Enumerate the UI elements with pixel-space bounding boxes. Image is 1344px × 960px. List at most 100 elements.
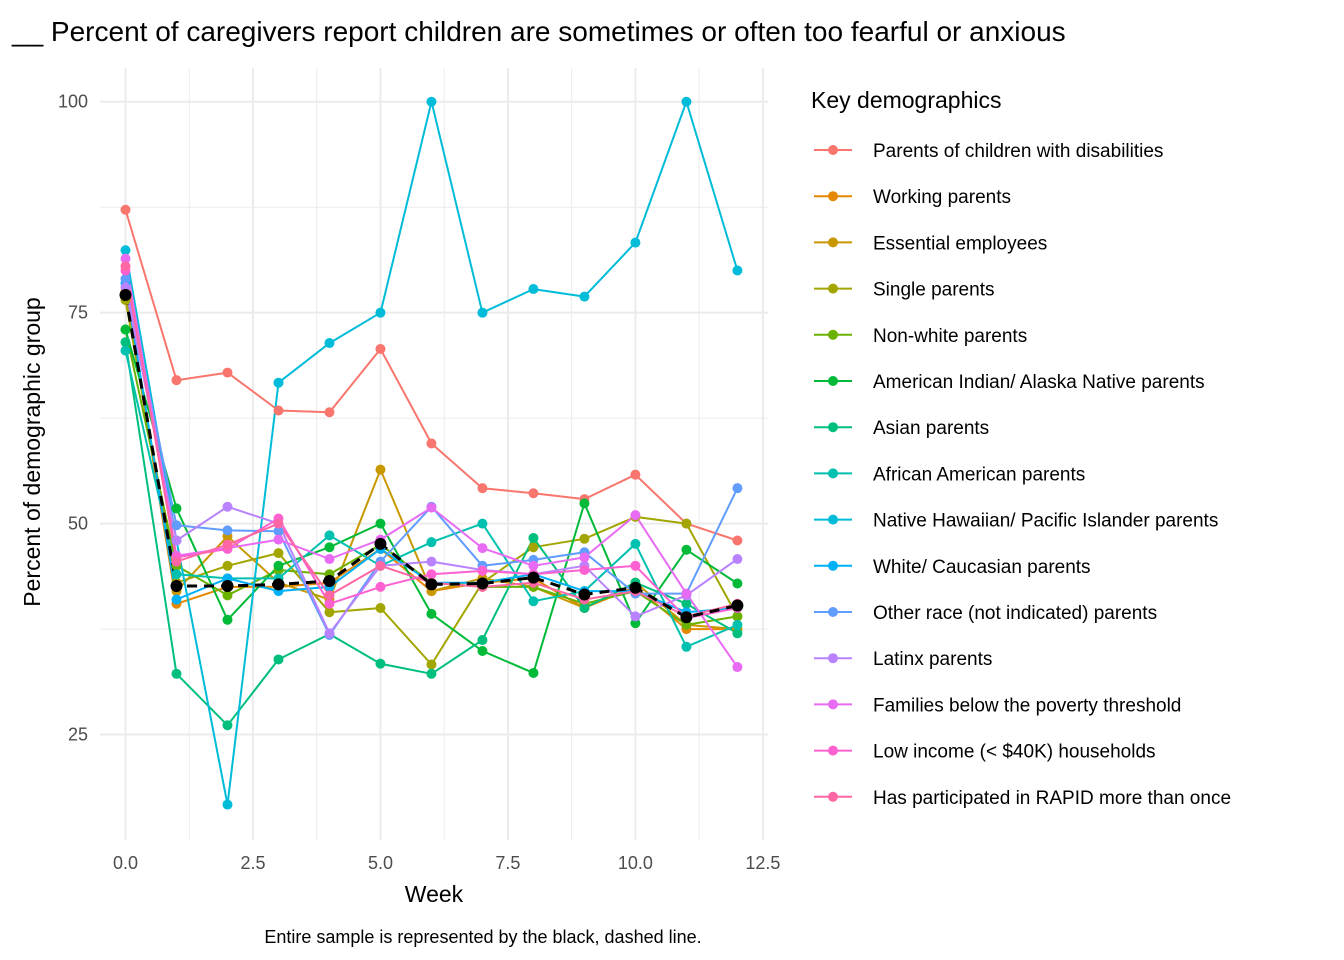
legend-key-point: [828, 653, 838, 664]
series-6-point: [681, 598, 692, 609]
series-12-point: [528, 560, 539, 571]
series-11-point: [426, 556, 437, 567]
series-13-point: [579, 565, 590, 576]
series-5-point: [681, 544, 692, 555]
series-5-point: [426, 608, 437, 619]
legend-key-point: [828, 237, 838, 248]
series-6-point: [375, 658, 386, 669]
y-tick-label: 50: [68, 514, 88, 534]
legend-label: Families below the poverty threshold: [873, 695, 1181, 716]
series-11-point: [222, 501, 233, 512]
series-8-point: [375, 307, 386, 318]
legend-key-point: [828, 745, 838, 756]
series-7-point: [732, 619, 743, 630]
series-8-point: [477, 307, 488, 318]
series-7-point: [528, 596, 539, 607]
series-3-point: [681, 518, 692, 529]
series-14-point: [171, 556, 182, 567]
series-14-point: [222, 539, 233, 550]
x-axis-ticks: 0.0 2.5 5.0 7.5 10.0 12.5: [113, 853, 780, 873]
series-3-point: [324, 607, 335, 618]
series-7-point: [171, 569, 182, 580]
series-0-point: [171, 375, 182, 386]
legend: Key demographics Parents of children wit…: [811, 87, 1231, 809]
legend-label: Other race (not indicated) parents: [873, 603, 1157, 624]
series-8-point: [579, 291, 590, 302]
legend-key-point: [828, 699, 838, 710]
series-5-point: [120, 324, 131, 335]
series-3-point: [375, 602, 386, 613]
series-12-point: [681, 588, 692, 599]
overall-point: [527, 571, 540, 584]
series-12-point: [273, 534, 284, 545]
series-6-point: [732, 628, 743, 639]
series-0-point: [375, 343, 386, 354]
series-0-point: [732, 535, 743, 546]
series-8-point: [324, 338, 335, 349]
series-8-point: [681, 96, 692, 107]
series-8-point: [426, 96, 437, 107]
series-0-point: [222, 367, 233, 378]
legend-key-point: [828, 329, 838, 340]
y-tick-label: 100: [58, 92, 88, 112]
legend-label: Working parents: [873, 187, 1011, 208]
overall-point: [221, 580, 234, 593]
series-12-point: [426, 502, 437, 513]
legend-title: Key demographics: [811, 87, 1002, 113]
series-4-point: [222, 590, 233, 601]
y-axis-ticks: 25 50 75 100: [58, 92, 88, 745]
series-0-point: [324, 407, 335, 418]
overall-point: [578, 588, 591, 601]
x-tick-label: 7.5: [495, 853, 520, 873]
series-10-point: [120, 273, 131, 284]
x-tick-label: 12.5: [745, 853, 780, 873]
legend-label: Native Hawaiian/ Pacific Islander parent…: [873, 511, 1218, 532]
overall-point: [731, 599, 744, 612]
series-0-point: [426, 438, 437, 449]
legend-key-point: [828, 607, 838, 617]
series-14-point: [324, 590, 335, 601]
overall-point: [425, 578, 438, 591]
x-axis-title: Week: [405, 881, 464, 907]
series-5-point: [528, 667, 539, 678]
legend-label: Asian parents: [873, 418, 989, 439]
series-2-point: [375, 464, 386, 475]
series-6-point: [171, 668, 182, 679]
series-5-point: [324, 542, 335, 553]
series-0-point: [528, 488, 539, 499]
series-8-point: [528, 284, 539, 295]
overall-point: [119, 288, 132, 301]
series-12-point: [477, 543, 488, 554]
y-axis-title: Percent of demographic group: [19, 297, 45, 606]
series-6-point: [579, 602, 590, 613]
overall-point: [629, 581, 642, 594]
legend-items: Parents of children with disabilities Wor…: [814, 141, 1231, 809]
series-5-point: [171, 503, 182, 514]
series-5-line: [124, 329, 738, 674]
legend-label: African American parents: [873, 464, 1085, 485]
series-7-point: [477, 518, 488, 529]
series-7-point: [324, 530, 335, 541]
legend-label: American Indian/ Alaska Native parents: [873, 372, 1205, 393]
series-6-point: [273, 654, 284, 665]
legend-key-point: [828, 376, 838, 386]
series-11-point: [732, 554, 743, 565]
series-13-point: [630, 560, 641, 571]
series-0-point: [630, 469, 641, 480]
x-tick-label: 0.0: [113, 853, 138, 873]
series-points: [119, 96, 744, 810]
series-14-point: [273, 518, 284, 529]
series-5-point: [732, 578, 743, 589]
series-7-line: [124, 350, 738, 648]
series-8-point: [630, 237, 641, 248]
series-13-point: [426, 569, 437, 580]
series-7-point: [426, 537, 437, 548]
series-6-point: [120, 337, 131, 348]
x-tick-label: 2.5: [240, 853, 265, 873]
x-tick-label: 10.0: [618, 853, 653, 873]
series-6-point: [426, 668, 437, 679]
legend-key-point: [828, 422, 838, 433]
chart-title: __ Percent of caregivers report children…: [11, 16, 1066, 47]
series-5-point: [273, 560, 284, 571]
